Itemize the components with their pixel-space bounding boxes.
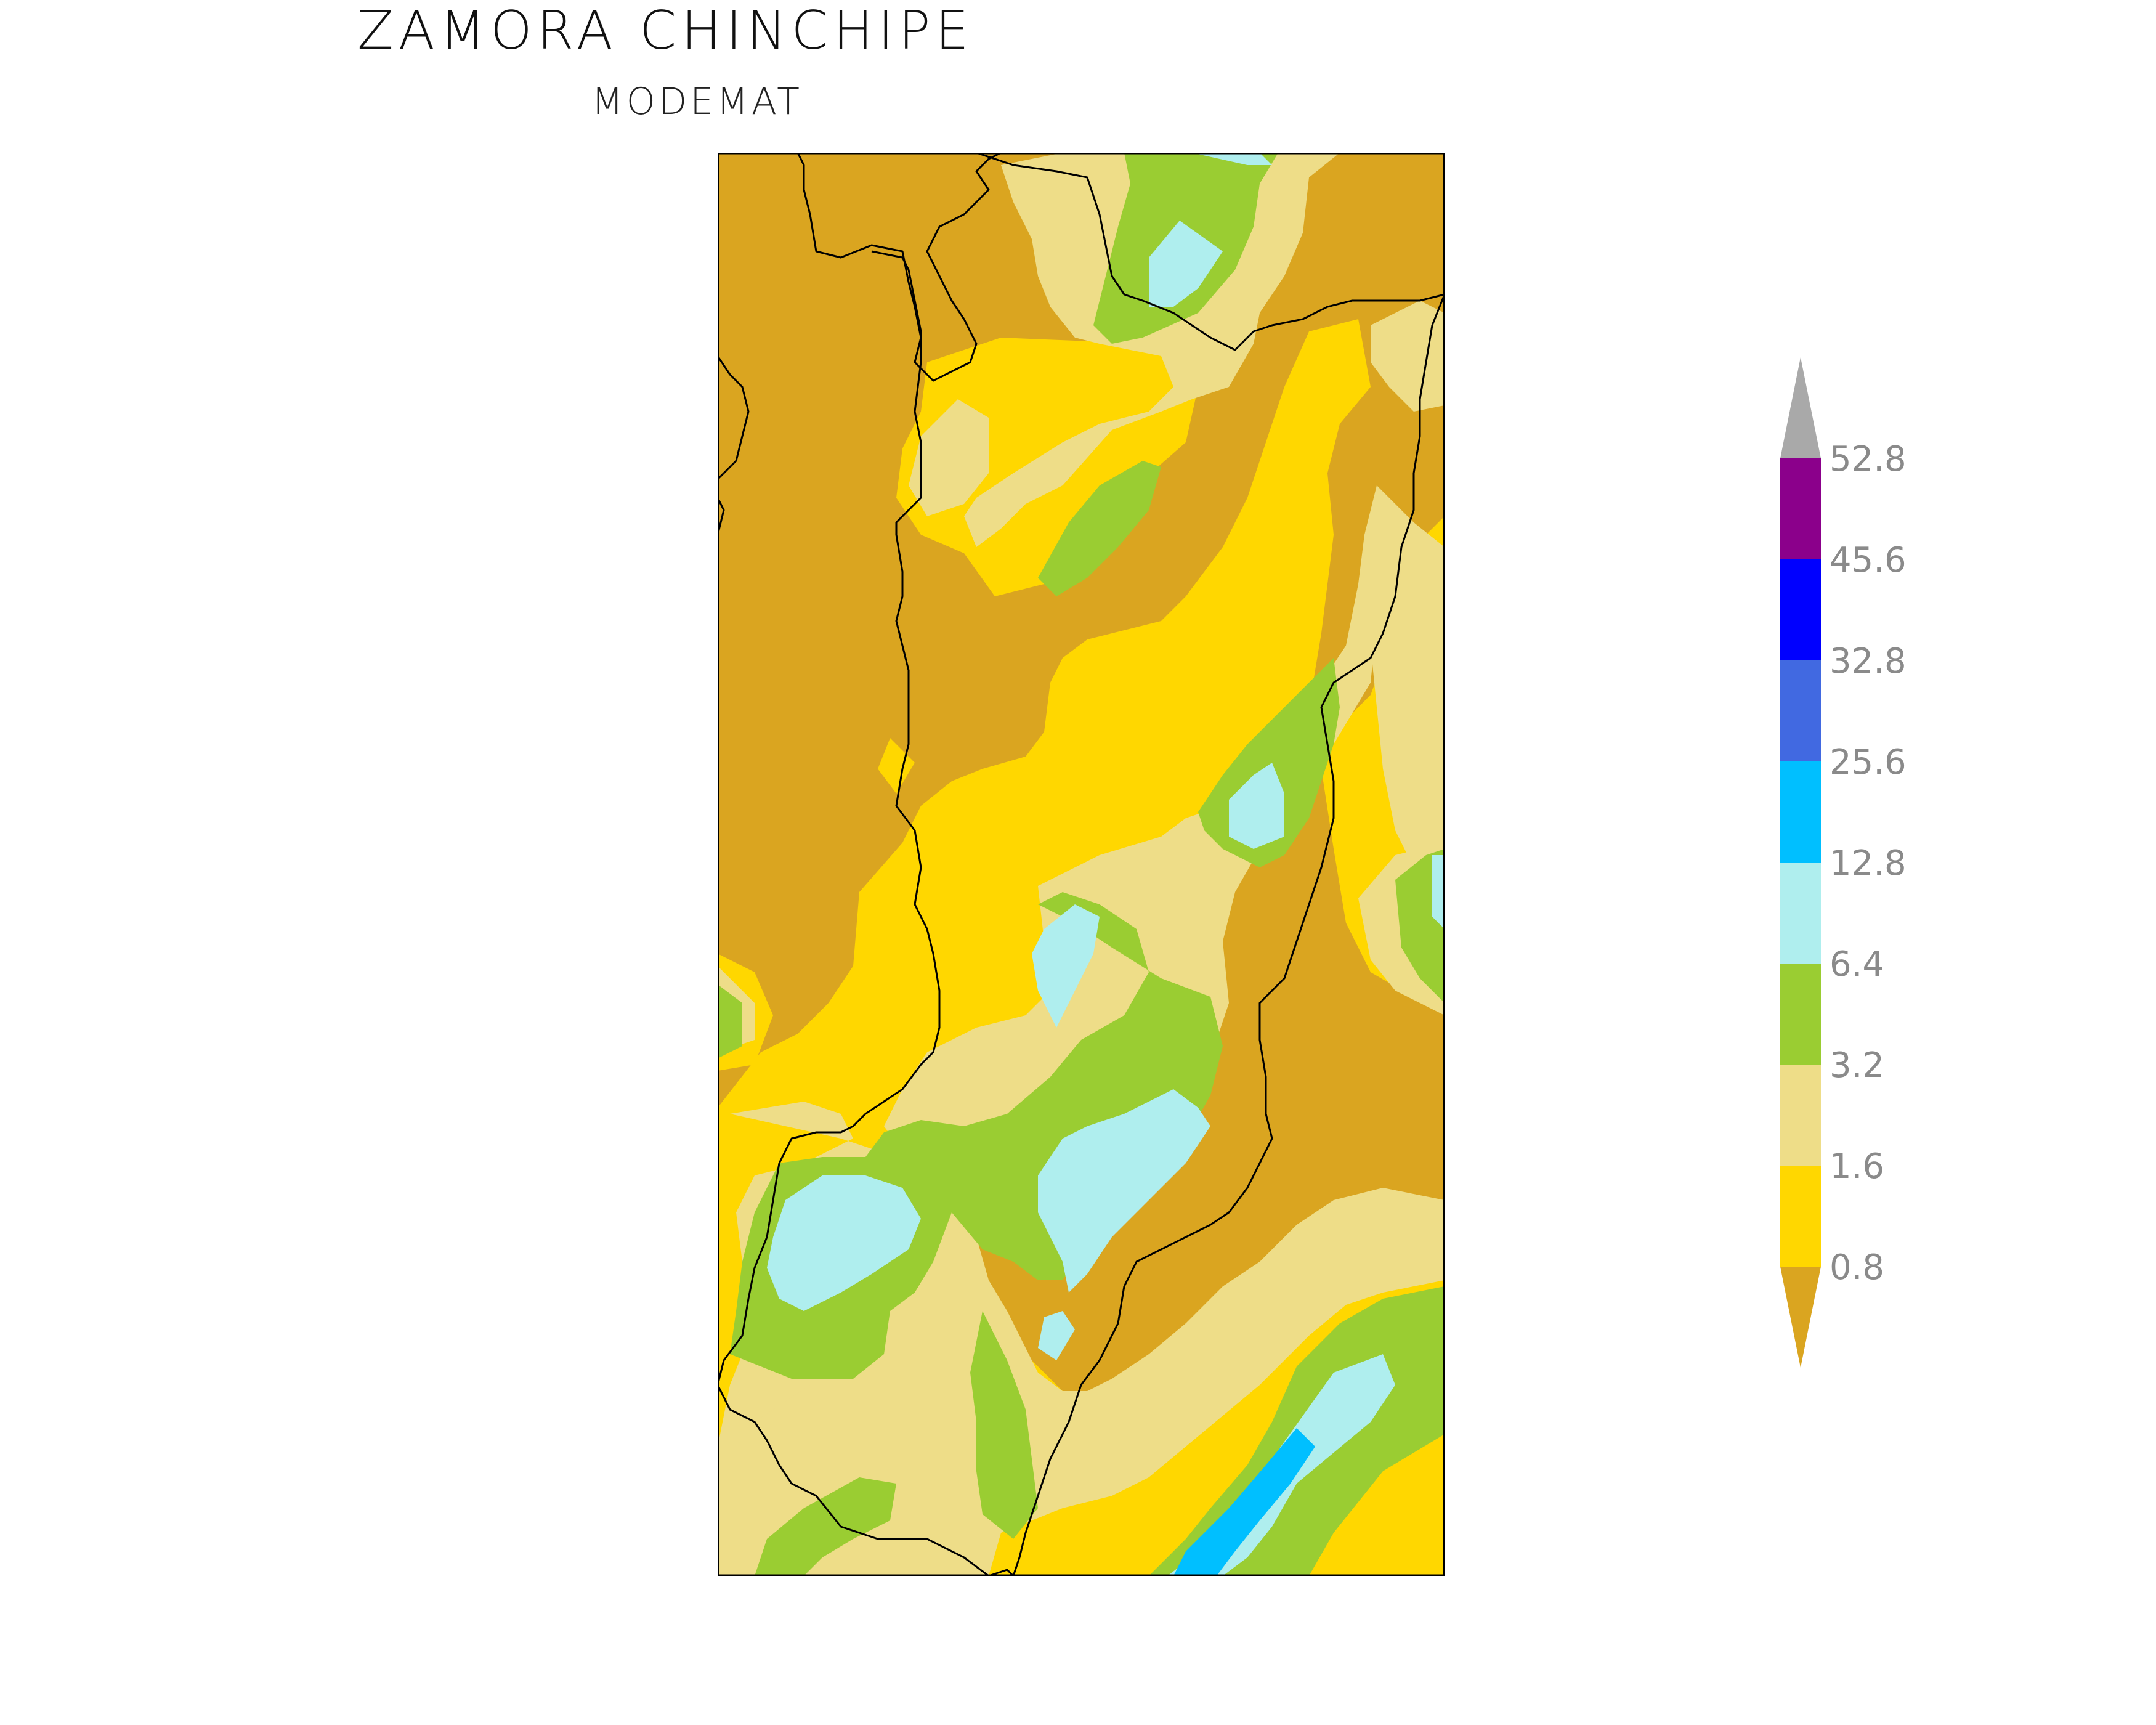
- legend-swatch: [1780, 761, 1821, 862]
- legend-swatch: [1780, 559, 1821, 660]
- contour-band-1.6-3.2: [718, 153, 1445, 1576]
- legend-level-label: 0.8: [1830, 1248, 1884, 1288]
- color-legend: 0.8 1.6 3.2 6.4 12.8 25.6 32.8 45.6 52.8: [1780, 357, 1907, 1368]
- legend-level-label: 12.8: [1830, 843, 1907, 883]
- province-boundaries: [718, 153, 1445, 1576]
- legend-level-label: 52.8: [1830, 439, 1907, 479]
- precipitation-map: [718, 153, 1445, 1576]
- legend-level-label: 25.6: [1830, 742, 1907, 782]
- legend-level-label: 1.6: [1830, 1147, 1884, 1187]
- legend-swatch: [1780, 1065, 1821, 1166]
- legend-level-label: 3.2: [1830, 1045, 1884, 1086]
- legend-swatch: [1780, 862, 1821, 964]
- legend-swatch: [1780, 458, 1821, 559]
- contour-band-12.8-25.6: [1173, 1428, 1315, 1576]
- legend-arrow-top: [1780, 357, 1821, 458]
- legend-swatch: [1780, 660, 1821, 761]
- map-title: ZAMORA CHINCHIPE: [357, 0, 974, 62]
- map-subtitle: MODEMAT: [591, 80, 803, 123]
- legend-level-label: 32.8: [1830, 641, 1907, 681]
- legend-swatch: [1780, 1166, 1821, 1267]
- map-frame: [718, 153, 1445, 1576]
- legend-swatch: [1780, 964, 1821, 1065]
- legend-level-label: 45.6: [1830, 540, 1907, 580]
- legend-arrow-bottom: [1780, 1267, 1821, 1368]
- legend-level-label: 6.4: [1830, 944, 1884, 984]
